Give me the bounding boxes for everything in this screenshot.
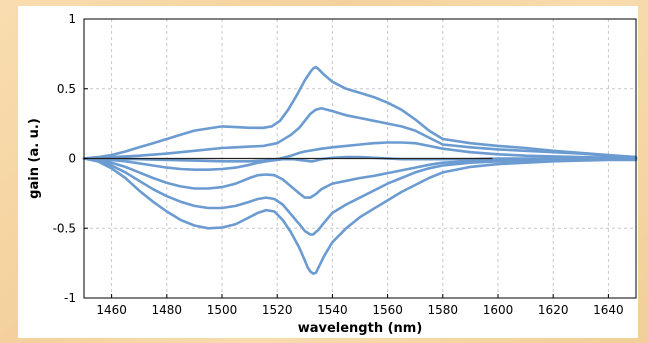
x-tick-label: 1460 xyxy=(96,303,127,317)
x-tick-label: 1640 xyxy=(593,303,624,317)
x-tick-label: 1600 xyxy=(483,303,514,317)
series-line-4 xyxy=(82,155,638,171)
x-tick-label: 1560 xyxy=(372,303,403,317)
series-line-7 xyxy=(82,157,638,275)
series-line-1 xyxy=(82,65,638,160)
x-axis-title: wavelength (nm) xyxy=(298,321,423,336)
x-tick-label: 1500 xyxy=(207,303,238,317)
series-group xyxy=(82,65,638,275)
x-tick-label: 1540 xyxy=(317,303,348,317)
series-line-6 xyxy=(82,157,638,236)
y-axis-title: gain (a. u.) xyxy=(27,118,42,199)
y-tick-label: 1 xyxy=(68,12,76,26)
series-line-2 xyxy=(82,107,638,160)
x-tick-label: 1620 xyxy=(538,303,569,317)
y-tick-label: 0 xyxy=(68,152,76,166)
y-tick-label: 0.5 xyxy=(57,82,76,96)
ticks: 1460 1480 1500 1520 1540 1560 1580 1600 1620 1640… xyxy=(53,12,624,317)
x-tick-label: 1520 xyxy=(262,303,293,317)
chart-panel: 1460 1480 1500 1520 1540 1560 1580 1600 1620 1640… xyxy=(18,6,638,338)
series-line-5 xyxy=(82,157,638,199)
y-tick-label: -0.5 xyxy=(53,221,76,235)
series-line-3 xyxy=(82,141,638,163)
x-tick-label: 1480 xyxy=(152,303,183,317)
gain-chart: 1460 1480 1500 1520 1540 1560 1580 1600 1620 1640… xyxy=(27,12,638,336)
x-tick-label: 1580 xyxy=(428,303,459,317)
y-tick-label: -1 xyxy=(64,291,76,305)
